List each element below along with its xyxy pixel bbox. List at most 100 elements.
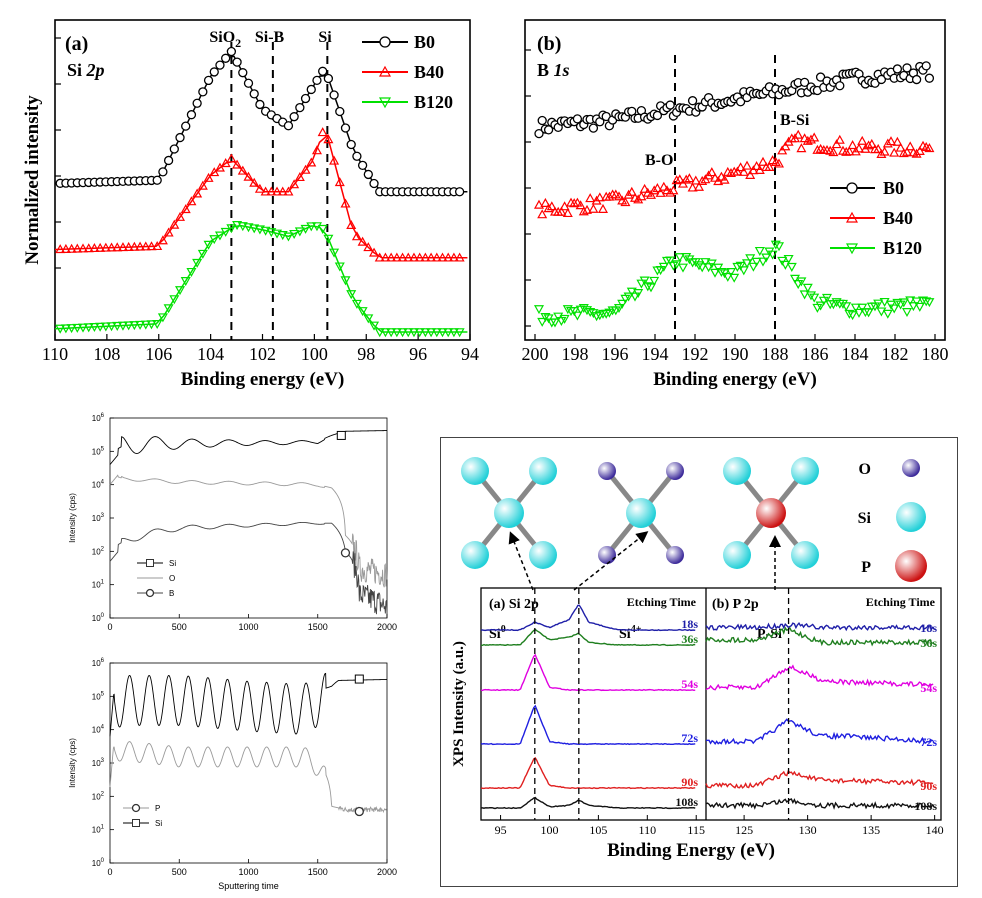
- data-point: [658, 181, 669, 191]
- data-point: [780, 260, 791, 270]
- data-point: [863, 140, 874, 150]
- data-point: [175, 132, 185, 143]
- data-point: [357, 160, 368, 171]
- data-point: [828, 147, 839, 157]
- data-point: [254, 225, 265, 235]
- data-point: [186, 267, 197, 278]
- data-point: [793, 129, 804, 139]
- data-point: [300, 224, 311, 234]
- y-tick-label: 101: [92, 580, 105, 590]
- series-marker: [340, 548, 351, 558]
- time-label: 108s: [914, 799, 937, 813]
- xps-frame: [480, 587, 942, 821]
- legend-label: B120: [414, 92, 453, 112]
- data-point: [687, 182, 698, 192]
- data-point: [802, 283, 813, 293]
- x-tick-label: 0: [107, 622, 112, 632]
- data-point: [905, 141, 916, 151]
- data-point: [835, 81, 845, 91]
- series-B0: [54, 46, 468, 197]
- data-point: [613, 303, 625, 314]
- data-point: [112, 321, 123, 331]
- atom-legend-label: P: [861, 559, 871, 576]
- data-point: [761, 253, 772, 263]
- data-point: [543, 125, 554, 135]
- data-point: [414, 328, 425, 338]
- data-point: [892, 136, 903, 146]
- data-point: [123, 321, 134, 331]
- data-point: [289, 112, 299, 122]
- data-point: [289, 179, 300, 189]
- legend-marker: [378, 97, 392, 109]
- x-tick-label: 180: [922, 344, 949, 364]
- data-point: [209, 235, 220, 245]
- data-point: [732, 166, 743, 176]
- data-point: [386, 252, 397, 262]
- data-point: [575, 200, 586, 210]
- y-tick-label: 102: [92, 791, 105, 801]
- data-point: [681, 252, 692, 263]
- x-tick-label: 100: [301, 344, 328, 364]
- data-point: [448, 328, 459, 338]
- x-tick-label: 186: [802, 344, 829, 364]
- data-point: [770, 240, 781, 250]
- data-point: [642, 282, 653, 292]
- data-point: [588, 203, 599, 213]
- data-point: [738, 266, 749, 276]
- data-point: [214, 162, 225, 172]
- data-point: [329, 90, 339, 100]
- data-point: [363, 169, 373, 180]
- data-point: [626, 186, 637, 196]
- time-label: 72s: [681, 731, 698, 745]
- data-point: [597, 203, 609, 213]
- data-point: [693, 181, 705, 191]
- data-point: [334, 262, 345, 272]
- data-point: [921, 297, 932, 307]
- atom: [723, 457, 751, 485]
- data-point: [533, 199, 545, 209]
- si2p-curve-36s: [480, 628, 696, 647]
- data-point: [901, 308, 913, 318]
- legend-marker: [132, 819, 140, 827]
- atom: [461, 457, 489, 485]
- data-point: [636, 279, 647, 289]
- y-tick-exp: 5: [101, 446, 105, 452]
- data-point: [237, 165, 248, 175]
- data-point: [623, 292, 634, 302]
- data-point: [713, 176, 724, 186]
- x-tick-label: 194: [642, 344, 669, 364]
- data-point: [754, 246, 765, 256]
- legend-label: B0: [414, 32, 435, 52]
- data-point: [226, 153, 237, 163]
- data-point: [312, 75, 322, 86]
- data-point: [617, 299, 628, 309]
- time-label: 54s: [920, 681, 937, 695]
- data-point: [283, 232, 294, 242]
- data-point: [306, 157, 317, 167]
- y-tick-label: 105: [92, 691, 105, 701]
- peak-label-subscript: 2: [235, 36, 241, 50]
- data-point: [266, 186, 277, 196]
- data-point: [106, 322, 117, 332]
- x-tick-label: 0: [107, 867, 112, 877]
- data-point: [652, 183, 663, 193]
- region-element: B: [537, 60, 554, 80]
- data-point: [716, 267, 727, 277]
- data-point: [174, 286, 186, 296]
- y-tick-exp: 2: [101, 791, 105, 797]
- data-point: [215, 60, 225, 70]
- y-tick-exp: 0: [101, 613, 105, 619]
- data-point: [581, 306, 593, 316]
- y-tick-label: 101: [92, 825, 105, 835]
- panel-label: (b): [537, 33, 561, 55]
- si2p-curve-18s: [480, 604, 696, 632]
- data-point: [117, 321, 128, 331]
- series-B0: [534, 61, 935, 139]
- y-axis-label: Intensity (cps): [68, 738, 77, 788]
- data-point: [100, 242, 111, 252]
- data-point: [655, 266, 666, 276]
- data-point: [192, 98, 202, 108]
- data-point: [620, 197, 631, 207]
- legend-label: B40: [883, 208, 913, 228]
- data-point: [562, 305, 573, 315]
